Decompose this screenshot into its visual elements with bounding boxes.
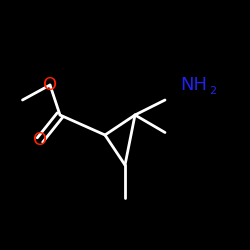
Text: O: O: [43, 76, 57, 94]
Text: 2: 2: [209, 86, 216, 96]
Text: O: O: [33, 131, 47, 149]
Text: NH: NH: [180, 76, 207, 94]
